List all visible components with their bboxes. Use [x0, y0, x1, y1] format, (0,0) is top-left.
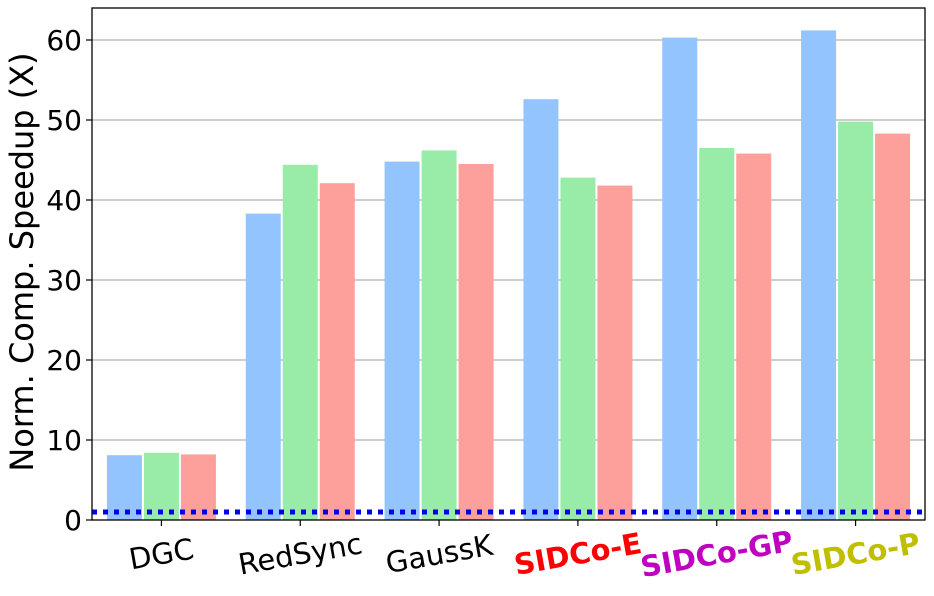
bar-redsync-s3: [319, 183, 355, 520]
y-tick-label: 0: [64, 504, 82, 537]
bar-sidco-e-s2: [560, 177, 596, 520]
bar-gaussk-s3: [458, 164, 494, 520]
x-tick-label: DGC: [126, 532, 196, 577]
x-tick-label: SIDCo-GP: [638, 524, 796, 584]
y-tick-label: 30: [46, 264, 82, 297]
bar-sidco-e-s1: [523, 99, 559, 520]
x-tick-label: RedSync: [236, 526, 365, 581]
bar-sidco-gp-s2: [699, 148, 735, 520]
x-tick-label: SIDCo-E: [512, 526, 645, 582]
bar-sidco-p-s1: [801, 30, 837, 521]
bar-sidco-gp-s1: [662, 37, 698, 520]
bar-dgc-s1: [106, 455, 142, 520]
y-tick-label: 10: [46, 424, 82, 457]
plot-area-frame: [91, 7, 926, 521]
y-axis: 0 10 20 30 40 50 60: [46, 24, 92, 537]
y-tick-label: 60: [46, 24, 82, 57]
bar-gaussk-s1: [384, 161, 420, 520]
bar-sidco-p-s2: [838, 121, 874, 520]
y-tick-label: 20: [46, 344, 82, 377]
bar-redsync-s2: [282, 164, 318, 521]
bar-sidco-e-s3: [597, 185, 633, 520]
bar-sidco-gp-s3: [736, 153, 772, 520]
bar-dgc-s3: [180, 454, 216, 520]
bar-sidco-p-s3: [875, 133, 911, 520]
y-axis-label: Norm. Comp. Speedup (X): [3, 52, 41, 471]
x-tick-label: SIDCo-P: [788, 526, 922, 582]
bar-redsync-s1: [245, 213, 281, 520]
y-tick-label: 50: [46, 104, 82, 137]
bars: [106, 30, 911, 521]
grid-lines: [92, 39, 925, 441]
y-tick-label: 40: [46, 184, 82, 217]
x-tick-label: GaussK: [383, 528, 496, 580]
bar-dgc-s2: [143, 452, 179, 520]
bar-gaussk-s2: [421, 150, 457, 520]
